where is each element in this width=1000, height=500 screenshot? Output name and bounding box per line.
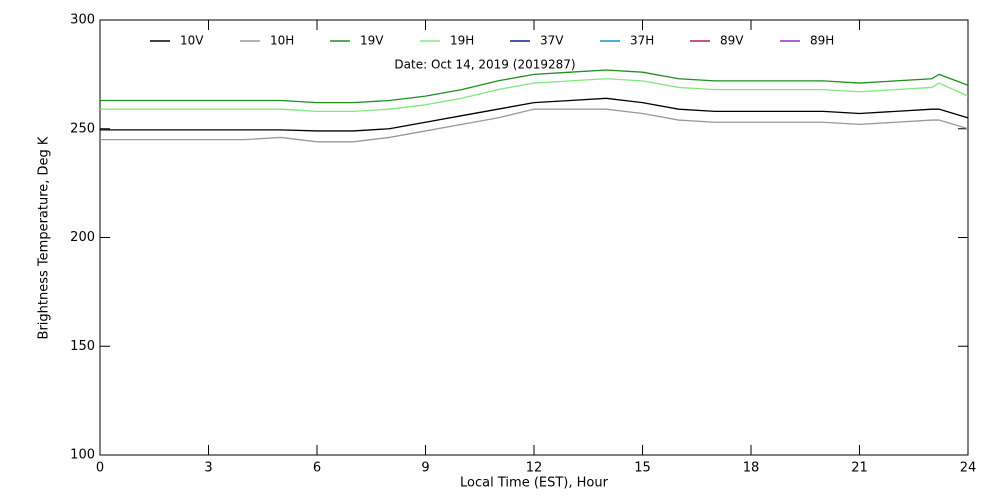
legend-label: 10V	[180, 34, 204, 48]
y-tick-label: 250	[70, 121, 95, 136]
series-line	[100, 78, 969, 112]
legend-label: 37H	[630, 34, 654, 48]
legend-label: 19V	[360, 34, 384, 48]
y-tick-label: 100	[70, 448, 95, 463]
x-axis-label: Local Time (EST), Hour	[460, 476, 609, 491]
y-tick-label: 150	[70, 339, 95, 354]
x-tick-label: 15	[634, 461, 651, 476]
legend-label: 10H	[270, 34, 294, 48]
series-line	[100, 108, 969, 143]
plot-frame	[99, 19, 969, 456]
series-line	[100, 97, 969, 132]
x-tick-label: 0	[96, 461, 104, 476]
x-tick-label: 6	[313, 461, 321, 476]
x-tick-label: 21	[851, 461, 868, 476]
legend-label: 37V	[540, 34, 564, 48]
x-tick-label: 18	[743, 461, 760, 476]
legend-label: 89H	[810, 34, 834, 48]
y-tick-label: 300	[70, 13, 95, 28]
series-line	[100, 69, 969, 104]
legend-label: 89V	[720, 34, 744, 48]
y-tick-label: 200	[70, 230, 95, 245]
x-tick-label: 3	[204, 461, 212, 476]
annotation: Date: Oct 14, 2019 (2019287)	[394, 58, 575, 72]
x-tick-label: 24	[960, 461, 977, 476]
x-tick-label: 12	[526, 461, 543, 476]
x-tick-label: 9	[421, 461, 429, 476]
legend-label: 19H	[450, 34, 474, 48]
y-axis-label: Brightness Temperature, Deg K	[37, 136, 52, 339]
